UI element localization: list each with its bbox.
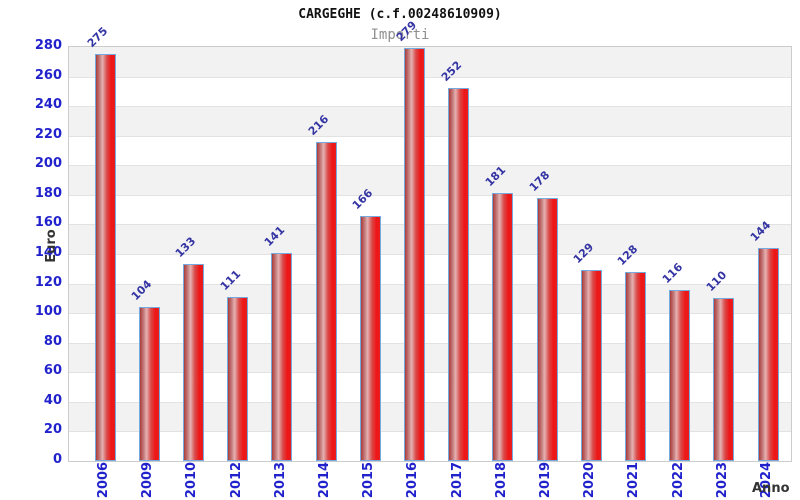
chart-title: CARGEGHE (c.f.00248610909) bbox=[298, 7, 502, 22]
y-tick-label: 40 bbox=[43, 392, 62, 408]
plot-band bbox=[69, 106, 791, 136]
y-tick-label: 120 bbox=[34, 274, 62, 290]
gridline bbox=[69, 254, 791, 255]
gridline bbox=[69, 135, 791, 137]
x-tick-label: 2009 bbox=[140, 461, 156, 499]
plot-band bbox=[69, 47, 791, 77]
gridline bbox=[69, 283, 791, 285]
gridline bbox=[69, 224, 791, 226]
y-tick-label: 240 bbox=[34, 97, 62, 113]
bar bbox=[138, 307, 160, 461]
bar bbox=[403, 48, 425, 461]
gridline bbox=[69, 194, 791, 196]
x-tick-label: 2006 bbox=[96, 461, 111, 499]
plot-band bbox=[69, 165, 791, 195]
y-tick-label: 200 bbox=[34, 156, 62, 172]
y-tick-label: 100 bbox=[34, 304, 62, 320]
bar bbox=[227, 296, 249, 461]
gridline bbox=[69, 401, 791, 403]
plot-band bbox=[69, 135, 791, 166]
x-tick-label: 2015 bbox=[361, 461, 377, 499]
bar bbox=[315, 141, 337, 461]
x-tick-label: 2023 bbox=[714, 461, 730, 499]
bar bbox=[624, 271, 646, 461]
x-tick-label: 2018 bbox=[493, 461, 509, 499]
plot-area: 275 104 133 111 141 216 166 279 252 181 178 129 128 1… bbox=[68, 19, 792, 462]
bar bbox=[713, 298, 735, 461]
y-tick-label: 80 bbox=[43, 333, 62, 349]
bar bbox=[669, 289, 691, 461]
bar bbox=[536, 197, 558, 461]
gridline bbox=[69, 165, 791, 167]
x-tick-label: 2014 bbox=[317, 461, 332, 499]
chart-subtitle: Importi bbox=[370, 27, 430, 43]
y-tick-label: 180 bbox=[34, 185, 62, 201]
bar bbox=[359, 215, 381, 461]
gridline bbox=[69, 313, 791, 315]
bar bbox=[94, 54, 116, 461]
x-tick-label: 2021 bbox=[626, 461, 642, 499]
y-tick-label: 60 bbox=[43, 363, 62, 379]
x-tick-label: 2022 bbox=[670, 461, 686, 499]
plot-band bbox=[69, 194, 791, 225]
gridline bbox=[69, 431, 791, 433]
bar bbox=[448, 88, 470, 461]
gridline bbox=[69, 372, 791, 374]
bar bbox=[182, 264, 204, 461]
x-tick-label: 2017 bbox=[449, 461, 465, 499]
x-tick-label: 2013 bbox=[272, 461, 288, 499]
y-tick-label: 160 bbox=[34, 215, 62, 231]
gridline bbox=[69, 106, 791, 108]
bar bbox=[271, 252, 293, 461]
x-tick-label: 2012 bbox=[228, 461, 244, 499]
y-tick-label: 20 bbox=[43, 422, 62, 438]
gridline bbox=[69, 76, 791, 78]
y-tick-label: 220 bbox=[34, 126, 62, 142]
y-axis-title: Euro bbox=[44, 229, 59, 263]
x-axis-title: Anno bbox=[752, 481, 790, 496]
bar bbox=[492, 193, 514, 461]
y-tick-label: 260 bbox=[34, 67, 62, 83]
bar bbox=[580, 270, 602, 461]
x-tick-label: 2019 bbox=[538, 461, 553, 499]
x-tick-label: 2016 bbox=[405, 461, 421, 499]
bar bbox=[757, 248, 779, 461]
y-tick-label: 280 bbox=[34, 38, 62, 53]
plot-band bbox=[69, 224, 791, 254]
plot-band bbox=[69, 76, 791, 107]
y-tick-label: 140 bbox=[34, 245, 62, 260]
x-tick-label: 2020 bbox=[582, 461, 598, 499]
x-tick-label: 2010 bbox=[184, 461, 200, 499]
y-tick-label: 0 bbox=[52, 452, 62, 467]
gridline bbox=[69, 342, 791, 344]
